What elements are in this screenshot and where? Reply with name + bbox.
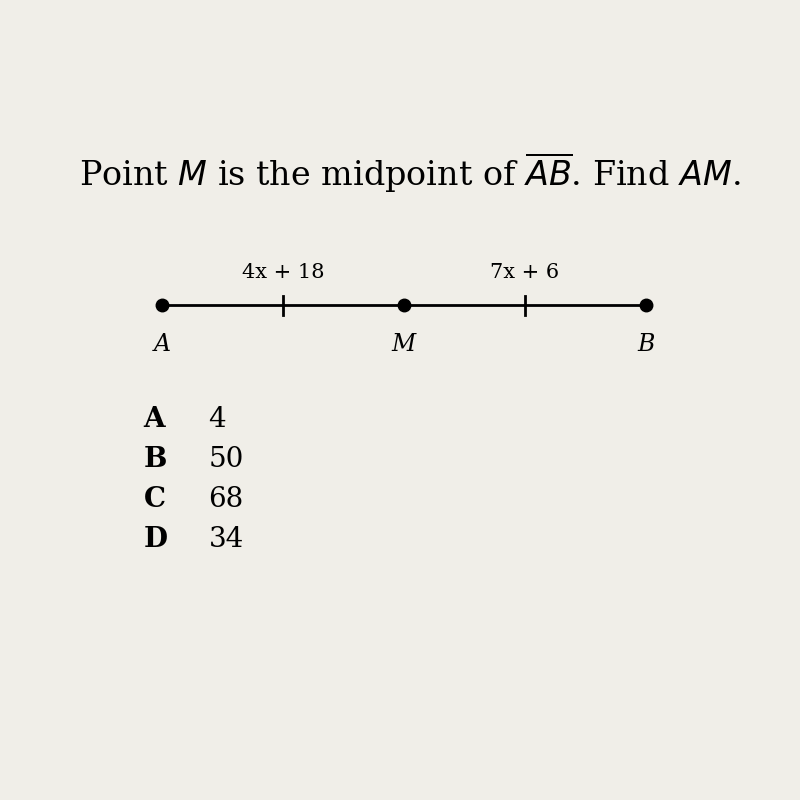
Text: B: B xyxy=(637,333,654,356)
Text: A: A xyxy=(154,333,170,356)
Text: 50: 50 xyxy=(209,446,244,473)
Text: 34: 34 xyxy=(209,526,244,553)
Text: 7x + 6: 7x + 6 xyxy=(490,263,559,282)
Text: M: M xyxy=(392,333,416,356)
Text: C: C xyxy=(143,486,166,513)
Text: 68: 68 xyxy=(209,486,244,513)
Text: D: D xyxy=(143,526,167,553)
Text: B: B xyxy=(143,446,166,473)
Text: Point $\mathit{M}$ is the midpoint of $\mathit{\overline{AB}}$. Find $\mathit{AM: Point $\mathit{M}$ is the midpoint of $\… xyxy=(79,151,741,195)
Text: 4x + 18: 4x + 18 xyxy=(242,263,324,282)
Text: A: A xyxy=(143,406,165,433)
Text: 4: 4 xyxy=(209,406,226,433)
